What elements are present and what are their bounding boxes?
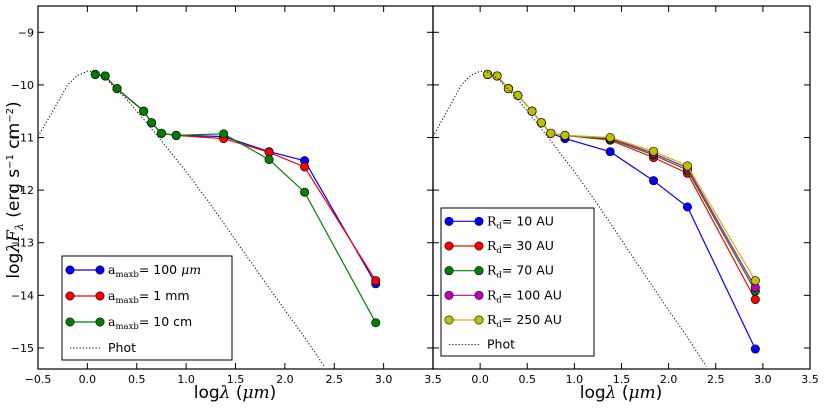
left-legend-label: Phot [108, 340, 136, 355]
right-legend-marker [444, 290, 454, 300]
y-tick-label: −15 [11, 342, 34, 355]
left-data-point [300, 162, 310, 172]
right-x-tick-label: 3.0 [754, 373, 772, 386]
right-legend-label: Rd= 250 AU [487, 312, 562, 330]
right-x-tick-label: 1.0 [566, 373, 584, 386]
left-data-point [264, 155, 274, 165]
left-x-tick-label: 1.5 [227, 373, 245, 386]
left-legend-label: amaxb= 1 mm [108, 288, 190, 306]
left-x-tick-label: 2.5 [326, 373, 344, 386]
left-data-point [371, 276, 381, 286]
y-tick-label: −10 [11, 79, 34, 92]
left-x-tick-label: 2.0 [276, 373, 294, 386]
x-axis-label: logλ (μm) [580, 383, 663, 403]
axis-labels: logλ (μm) logλ (μm) logλFλ (erg s−1 cm−2) [4, 101, 662, 403]
right-panel: 0.0 0.5 1.0 1.5 2.0 2.5 3.0 3.5 Rd= 10 AU Rd= 30 … [432, 5, 819, 386]
right-data-point [483, 69, 493, 79]
y-tick-label: −12 [11, 184, 34, 197]
right-x-tick-label: 1.5 [613, 373, 631, 386]
left-data-point [171, 130, 181, 140]
right-data-point [560, 130, 570, 140]
right-legend-marker [474, 315, 484, 325]
right-series-group [433, 69, 760, 367]
left-data-point [90, 69, 100, 79]
y-tick-label: −14 [11, 289, 34, 302]
left-legend-marker [95, 317, 105, 327]
right-data-point [750, 276, 760, 286]
right-legend-label: Phot [487, 337, 515, 352]
left-x-tick-label: 0.0 [79, 373, 97, 386]
right-x-tick-label: 3.5 [801, 373, 819, 386]
left-legend: amaxb= 100 μm amaxb= 1 mm amaxb= 10 cm Phot [61, 255, 233, 361]
left-legend-label: amaxb= 100 μm [108, 262, 201, 280]
right-legend-marker [444, 315, 454, 325]
left-series-group [38, 69, 381, 367]
right-legend-label: Rd= 100 AU [487, 287, 562, 305]
left-legend-marker [95, 265, 105, 275]
right-data-point [527, 106, 537, 116]
left-x-tick-label: −0.5 [25, 373, 52, 386]
left-legend-marker [65, 265, 75, 275]
right-data-point [750, 344, 760, 354]
right-legend-marker [474, 266, 484, 276]
right-data-point [649, 146, 659, 156]
right-x-tick-label: 2.0 [660, 373, 678, 386]
right-data-point [750, 295, 760, 305]
right-legend: Rd= 10 AU Rd= 30 AU Rd= 70 AU Rd= 100 AU Rd=… [440, 207, 595, 357]
left-legend-label: amaxb= 10 cm [108, 314, 192, 332]
right-data-point [682, 202, 692, 212]
y-tick-label: −11 [11, 132, 34, 145]
right-legend-marker [444, 241, 454, 251]
y-tick-label: −9 [18, 26, 34, 39]
left-panel: −0.5 0.0 0.5 1.0 1.5 2.0 2.5 3.0 3.5 −15 −14 −13 −12… [11, 5, 442, 386]
right-legend-marker [444, 266, 454, 276]
right-data-point [546, 128, 556, 138]
right-legend-marker [474, 290, 484, 300]
left-x-tick-label: 3.0 [375, 373, 393, 386]
right-data-point [605, 147, 615, 157]
left-legend-marker [65, 317, 75, 327]
left-x-tick-label: 1.0 [177, 373, 195, 386]
left-data-point [139, 106, 149, 116]
left-data-point [112, 84, 122, 94]
left-data-point [100, 71, 110, 81]
left-x-tick-label: 0.5 [128, 373, 146, 386]
y-tick-label: −13 [11, 237, 34, 250]
left-data-point [219, 129, 229, 139]
right-data-point [503, 84, 513, 94]
right-data-point [536, 118, 546, 128]
left-legend-marker [95, 291, 105, 301]
right-legend-box [440, 207, 595, 357]
right-legend-marker [444, 216, 454, 226]
right-x-tick-label: 0.5 [519, 373, 537, 386]
right-data-point [605, 133, 615, 143]
y-axis-label: logλFλ (erg s−1 cm−2) [4, 101, 26, 278]
right-data-point [649, 176, 659, 186]
left-legend-marker [65, 291, 75, 301]
right-legend-label: Rd= 30 AU [487, 238, 554, 256]
right-legend-marker [474, 241, 484, 251]
right-data-point [513, 90, 523, 100]
left-legend-box [61, 255, 233, 361]
left-data-point [371, 318, 381, 328]
right-legend-label: Rd= 70 AU [487, 263, 554, 281]
right-x-tick-label: 0.0 [471, 373, 489, 386]
right-data-point [492, 71, 502, 81]
right-legend-marker [474, 216, 484, 226]
left-data-point [156, 128, 166, 138]
left-data-point [147, 118, 157, 128]
left-data-point [300, 187, 310, 197]
x-axis-label: logλ (μm) [194, 383, 277, 403]
right-legend-label: Rd= 10 AU [487, 213, 554, 231]
left-x-tick-label: 3.5 [424, 373, 442, 386]
right-x-tick-label: 2.5 [707, 373, 725, 386]
right-data-point [682, 161, 692, 171]
